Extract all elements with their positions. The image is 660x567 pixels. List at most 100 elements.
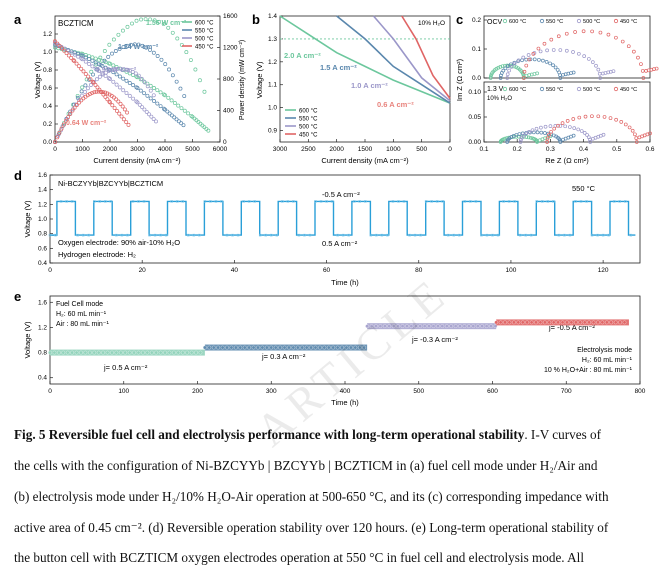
c-impedance-point bbox=[542, 41, 547, 46]
a-iv-point bbox=[76, 64, 81, 69]
a-legend-label: 600 °C bbox=[195, 20, 214, 26]
e-data-marker bbox=[141, 350, 145, 355]
b-ytick-label: 1.1 bbox=[268, 82, 277, 89]
panel-c-letter: c bbox=[456, 12, 463, 27]
e-data-marker bbox=[211, 345, 216, 350]
a-iv-point bbox=[112, 106, 117, 110]
b-ytick-label: 1.2 bbox=[268, 59, 277, 66]
c-impedance-point bbox=[590, 29, 594, 34]
c-impedance-point bbox=[568, 125, 572, 129]
a-power-point bbox=[89, 69, 94, 74]
panel-e-fc-title: Fuel Cell mode bbox=[56, 301, 103, 308]
e-data-marker bbox=[251, 345, 256, 350]
a-power-point bbox=[122, 107, 127, 112]
b-xtick-label: 3000 bbox=[273, 146, 288, 153]
a-iv-point bbox=[93, 83, 98, 87]
panel-d: d Ni-BCZYYb|BZCYYb|BCZTICM 550 °C -0.5 A… bbox=[14, 168, 641, 287]
caption-line-1-rest: . I-V curves of bbox=[524, 427, 601, 442]
panel-b-letter: b bbox=[252, 12, 260, 27]
a-iv-point bbox=[80, 57, 85, 62]
c-impedance-point bbox=[563, 124, 568, 129]
panel-d-top-label: -0.5 A cm⁻² bbox=[322, 190, 360, 199]
a-iv-point bbox=[172, 115, 177, 120]
d-xtick-label: 0 bbox=[48, 267, 52, 274]
a-iv-point bbox=[155, 101, 160, 106]
c-impedance-point bbox=[630, 128, 635, 133]
c-legend-label: 500 °C bbox=[583, 19, 600, 25]
a-legend-label: 550 °C bbox=[195, 28, 214, 34]
e-xtick-label: 100 bbox=[118, 388, 129, 395]
c-impedance-point bbox=[640, 69, 645, 73]
e-data-marker bbox=[163, 350, 167, 355]
c-impedance-point bbox=[641, 76, 646, 80]
a-power-point bbox=[130, 69, 135, 74]
c-impedance-point bbox=[530, 128, 535, 133]
a-power-point bbox=[133, 71, 138, 76]
a-iv-point bbox=[174, 117, 179, 122]
b-legend-label: 600 °C bbox=[299, 108, 318, 114]
e-data-marker bbox=[512, 320, 516, 325]
c-impedance-point bbox=[639, 62, 643, 66]
e-data-marker bbox=[618, 320, 622, 325]
a-power-point bbox=[96, 89, 101, 94]
a-power-point bbox=[144, 45, 149, 50]
c-impedance-point bbox=[505, 76, 510, 80]
d-data-marker bbox=[325, 200, 328, 203]
d-data-marker bbox=[518, 233, 522, 237]
c-impedance-point bbox=[571, 117, 576, 121]
e-data-marker bbox=[516, 320, 521, 325]
d-xtick-label: 60 bbox=[323, 267, 331, 274]
d-data-marker bbox=[131, 200, 135, 203]
a-power-point bbox=[125, 110, 130, 115]
e-data-marker bbox=[313, 345, 318, 350]
a-power-point bbox=[103, 90, 108, 95]
d-data-marker bbox=[430, 200, 433, 203]
e-data-marker bbox=[291, 345, 296, 350]
a-iv-point bbox=[72, 59, 77, 63]
a-power-point bbox=[134, 18, 139, 23]
c-impedance-point bbox=[632, 49, 636, 54]
panel-c-top-frame bbox=[483, 15, 651, 79]
panel-c-top-label: OCV bbox=[487, 19, 503, 26]
peak-label-500: 0.93 W cm⁻² bbox=[96, 67, 137, 74]
a-iv-point bbox=[62, 48, 67, 53]
a-iv-point bbox=[108, 100, 112, 105]
d-data-marker bbox=[480, 233, 483, 237]
e-ytick-label: 0.8 bbox=[38, 350, 47, 357]
a-iv-point bbox=[176, 119, 181, 124]
a-iv-point bbox=[97, 69, 101, 74]
b-ytick-label: 1.3 bbox=[268, 36, 277, 43]
a-iv-point bbox=[71, 58, 76, 63]
e-data-marker bbox=[431, 324, 436, 329]
e-data-marker bbox=[158, 350, 163, 355]
d-data-marker bbox=[369, 233, 373, 237]
a-power-point bbox=[68, 109, 73, 114]
panel-e-fc-h2: H₂: 60 mL min⁻¹ bbox=[56, 311, 107, 318]
a-iv-point bbox=[93, 66, 98, 71]
a-power-point bbox=[151, 50, 156, 55]
c-impedance-point bbox=[572, 126, 577, 130]
d-data-marker bbox=[181, 200, 184, 203]
d-data-marker bbox=[275, 233, 279, 237]
e-data-marker bbox=[484, 324, 489, 329]
a-ytick-label: 0.2 bbox=[43, 121, 52, 128]
e-data-marker bbox=[418, 324, 423, 329]
d-xtick-label: 80 bbox=[415, 267, 423, 274]
a-power-point bbox=[105, 91, 110, 96]
d-data-marker bbox=[258, 233, 262, 237]
e-data-marker bbox=[172, 350, 176, 355]
a-power-point bbox=[202, 89, 207, 94]
a-power-point bbox=[102, 49, 107, 53]
c-legend-label: 550 °C bbox=[546, 19, 563, 25]
e-data-marker bbox=[154, 350, 159, 355]
a-iv-point bbox=[142, 107, 147, 112]
a-power-point bbox=[157, 19, 162, 24]
e-data-marker bbox=[110, 350, 114, 355]
a-iv-point bbox=[127, 81, 132, 85]
a-power-point bbox=[151, 93, 156, 98]
c-xtick-label: 0.1 bbox=[479, 146, 488, 153]
d-data-marker bbox=[126, 233, 129, 237]
caption-line-4: active area of 0.45 cm⁻². (d) Reversible… bbox=[14, 520, 609, 535]
b-legend-label: 500 °C bbox=[299, 124, 318, 130]
c-impedance-point bbox=[520, 70, 525, 75]
